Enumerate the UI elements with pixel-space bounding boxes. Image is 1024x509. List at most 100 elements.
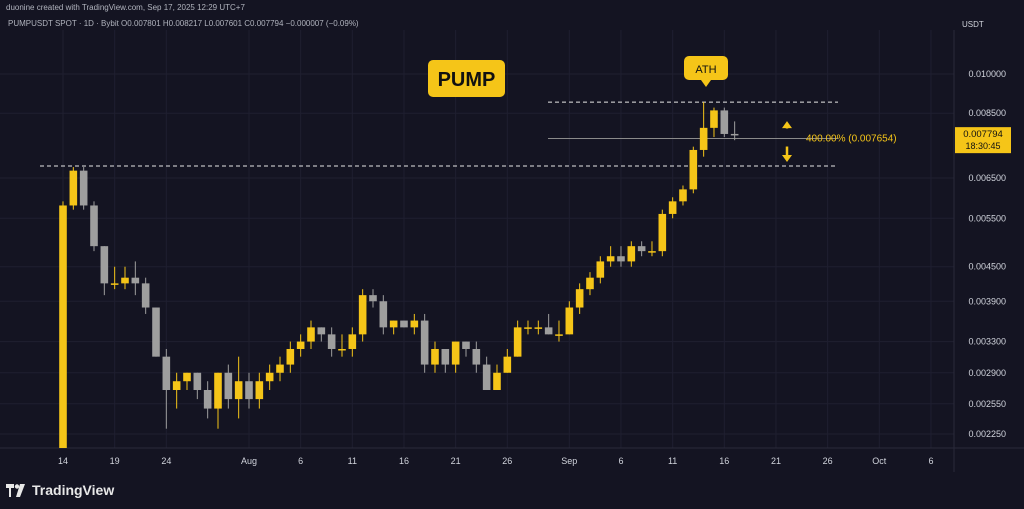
price-tick-label: 0.004500: [968, 262, 1006, 272]
candle: [462, 341, 470, 357]
candle-body: [648, 251, 656, 253]
candle-countdown: 18:30:45: [965, 141, 1000, 151]
candle-body: [668, 201, 677, 214]
candle-body: [141, 283, 150, 308]
candle-body: [565, 307, 574, 335]
candle: [224, 364, 233, 409]
price-tick-label: 0.006500: [968, 173, 1006, 183]
candle: [245, 372, 253, 409]
price-tick-label: 0.005500: [968, 213, 1006, 223]
candle-body: [637, 246, 646, 252]
price-tick-label: 0.003300: [968, 337, 1006, 347]
candle: [534, 320, 543, 335]
candle-body: [296, 341, 305, 349]
candle: [79, 167, 88, 210]
candle-body: [358, 295, 367, 335]
candle-body: [348, 334, 357, 349]
time-tick-label: 6: [298, 456, 303, 466]
candle: [255, 372, 264, 409]
candle: [482, 356, 491, 390]
candle: [606, 246, 615, 267]
symbol-info[interactable]: PUMPUSDT SPOT · 1D · Bybit O0.007801 H0.…: [8, 19, 359, 28]
currency-label[interactable]: USDT: [962, 20, 984, 29]
time-tick-label: 6: [928, 456, 933, 466]
candle: [637, 241, 646, 257]
candle-body: [79, 170, 88, 206]
time-tick-label: 26: [823, 456, 833, 466]
candle: [131, 261, 140, 296]
candle: [658, 209, 667, 257]
price-tick-label: 0.010000: [968, 69, 1006, 79]
candle-body: [462, 341, 470, 349]
candle: [524, 320, 532, 335]
current-price-value: 0.007794: [963, 129, 1003, 140]
candle: [214, 372, 222, 429]
candle-body: [606, 256, 615, 262]
candle-body: [441, 348, 450, 365]
candle: [234, 356, 243, 419]
candle-body: [596, 261, 605, 278]
candle: [276, 356, 284, 382]
candle: [69, 167, 78, 210]
candle: [575, 283, 584, 314]
candle-body: [317, 327, 326, 335]
candle: [730, 121, 739, 141]
candle: [265, 364, 274, 390]
candle-body: [617, 256, 625, 262]
candle: [596, 256, 605, 284]
time-tick-label: 11: [668, 456, 677, 466]
candle-body: [369, 295, 377, 302]
candle: [379, 295, 388, 335]
candle-body: [307, 327, 315, 342]
candle-layer: [59, 102, 739, 448]
candle: [152, 307, 160, 357]
price-tick-label: 0.002250: [968, 429, 1006, 439]
candle: [90, 201, 98, 252]
tradingview-logo[interactable]: TradingView: [6, 482, 114, 498]
annotation-layer: PUMP ATH 400.00% (0.007654) 0.00779418:30:4…: [428, 56, 1011, 163]
candle: [327, 327, 336, 357]
candle: [420, 313, 429, 373]
candle-body: [255, 381, 264, 400]
current-price-tag: [955, 127, 1011, 154]
candle-body: [720, 110, 729, 134]
candle: [627, 241, 636, 267]
candle: [431, 341, 439, 373]
candle-body: [627, 246, 636, 262]
time-tick-label: 24: [161, 456, 171, 466]
candle-body: [503, 356, 512, 373]
price-tick-label: 0.002550: [968, 399, 1006, 409]
candle: [203, 381, 212, 419]
candle-body: [575, 289, 584, 308]
pump-badge-text: PUMP: [438, 69, 496, 91]
brand-name: TradingView: [32, 482, 115, 498]
candle: [59, 201, 67, 448]
price-tick-label: 0.008500: [968, 108, 1006, 118]
candle-body: [203, 389, 212, 409]
candle: [451, 341, 460, 373]
level-layer: [40, 101, 838, 167]
pump-badge: [428, 60, 505, 97]
candle-body: [544, 327, 553, 335]
time-tick-label: Oct: [872, 456, 887, 466]
candle: [307, 320, 315, 349]
time-tick-label: Aug: [241, 456, 257, 466]
candle: [441, 348, 450, 373]
candle-body: [193, 372, 202, 390]
target-level-label: 400.00% (0.007654): [806, 134, 897, 145]
candle: [699, 102, 708, 157]
time-tick-label: Sep: [561, 456, 577, 466]
time-tick-label: 6: [618, 456, 623, 466]
candle: [172, 372, 181, 409]
candle-body: [710, 110, 718, 128]
candle-body: [513, 327, 522, 357]
candle: [668, 197, 677, 219]
candle-body: [59, 205, 67, 448]
candle: [710, 107, 718, 138]
axis-layer: 0.010000 0.008500 0.006500 0.005500 0.004500…: [58, 69, 1006, 466]
candle-body: [327, 334, 336, 349]
candle-body: [152, 307, 160, 357]
candle-body: [286, 348, 295, 365]
candle-body: [679, 189, 687, 202]
